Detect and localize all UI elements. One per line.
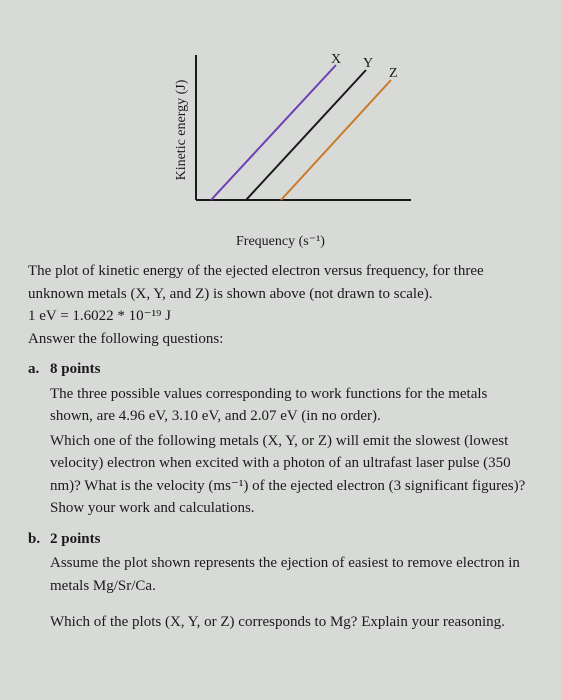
question-b-letter: b. bbox=[28, 528, 40, 551]
y-axis-label: Kinetic energy (J) bbox=[170, 80, 191, 181]
chart-line-x bbox=[211, 65, 336, 200]
question-list: a. 8 points The three possible values co… bbox=[28, 358, 533, 597]
chart-line-label-y: Y bbox=[363, 56, 373, 71]
question-a-points: 8 points bbox=[50, 361, 100, 377]
chart-line-label-z: Z bbox=[389, 66, 398, 81]
question-b: b. 2 points Assume the plot shown repres… bbox=[28, 528, 533, 598]
ke-frequency-chart: Kinetic energy (J) XYZ Frequency (s⁻¹) bbox=[141, 30, 421, 230]
chart-line-label-x: X bbox=[331, 52, 341, 67]
question-a-text1: The three possible values corresponding … bbox=[50, 383, 533, 428]
x-axis-label: Frequency (s⁻¹) bbox=[236, 231, 325, 252]
intro-line-3: Answer the following questions: bbox=[28, 328, 533, 351]
question-a-letter: a. bbox=[28, 358, 39, 381]
intro-line-2: 1 eV = 1.6022 * 10⁻¹⁹ J bbox=[28, 305, 533, 328]
question-final: Which of the plots (X, Y, or Z) correspo… bbox=[28, 611, 533, 634]
question-b-points: 2 points bbox=[50, 531, 100, 547]
question-b-text1: Assume the plot shown represents the eje… bbox=[50, 552, 533, 597]
chart-line-z bbox=[281, 80, 391, 200]
intro-paragraph: The plot of kinetic energy of the ejecte… bbox=[28, 260, 533, 350]
question-a: a. 8 points The three possible values co… bbox=[28, 358, 533, 520]
intro-line-1: The plot of kinetic energy of the ejecte… bbox=[28, 260, 533, 305]
question-a-text2: Which one of the following metals (X, Y,… bbox=[50, 430, 533, 520]
chart-line-y bbox=[246, 70, 366, 200]
